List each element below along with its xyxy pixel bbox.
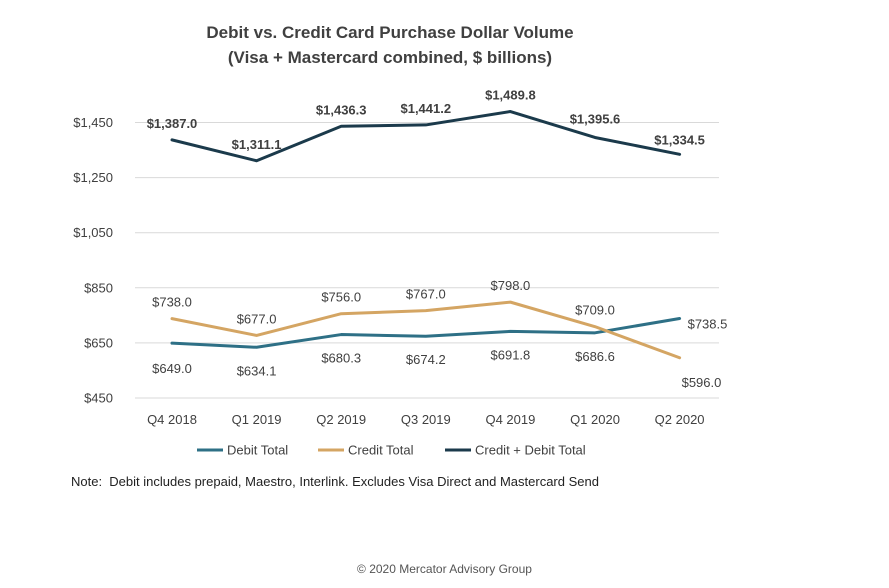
x-tick-label: Q4 2019	[485, 412, 535, 427]
x-tick-label: Q1 2020	[570, 412, 620, 427]
x-tick-label: Q2 2020	[655, 412, 705, 427]
x-tick-label: Q2 2019	[316, 412, 366, 427]
data-label: $1,436.3	[316, 102, 367, 117]
series-lines	[170, 110, 682, 360]
x-tick-label: Q1 2019	[232, 412, 282, 427]
series-line-debit-total	[170, 317, 682, 349]
x-tick-label: Q4 2018	[147, 412, 197, 427]
y-tick-label: $1,450	[73, 115, 113, 130]
data-label: $798.0	[491, 278, 531, 293]
data-label: $677.0	[237, 311, 277, 326]
data-label: $1,387.0	[147, 116, 198, 131]
line-chart: Debit vs. Credit Card Purchase Dollar Vo…	[73, 23, 728, 458]
data-label: $1,489.8	[485, 88, 536, 103]
data-label: $756.0	[321, 290, 361, 305]
data-label: $767.0	[406, 287, 446, 302]
data-label: $1,441.2	[400, 101, 451, 116]
x-axis-ticks: Q4 2018 Q1 2019 Q2 2019 Q3 2019 Q4 2019 Q1 20…	[147, 412, 704, 427]
data-label: $634.1	[237, 363, 277, 378]
data-labels: $649.0 $634.1 $680.3 $674.2 $691.8 $686.6 $738…	[147, 88, 728, 390]
data-label: $649.0	[152, 361, 192, 376]
y-tick-label: $650	[84, 335, 113, 350]
data-label: $686.6	[575, 349, 615, 364]
x-tick-label: Q3 2019	[401, 412, 451, 427]
data-label: $1,334.5	[654, 132, 705, 147]
data-label: $691.8	[491, 347, 531, 362]
data-label: $674.2	[406, 352, 446, 367]
y-tick-label: $850	[84, 280, 113, 295]
gridlines	[135, 122, 719, 399]
y-tick-label: $1,050	[73, 225, 113, 240]
data-label: $596.0	[682, 375, 722, 390]
legend-label: Credit Total	[348, 443, 414, 458]
y-tick-label: $1,250	[73, 170, 113, 185]
series-line-credit-total	[170, 300, 682, 360]
data-label: $738.5	[688, 317, 728, 332]
chart-title: Debit vs. Credit Card Purchase Dollar Vo…	[206, 23, 573, 42]
series-line-credit-debit-total	[170, 110, 682, 163]
data-label: $709.0	[575, 303, 615, 318]
data-label: $1,395.6	[570, 111, 621, 126]
y-tick-label: $450	[84, 391, 113, 406]
legend-label: Credit + Debit Total	[475, 443, 586, 458]
legend: Debit Total Credit Total Credit + Debit To…	[197, 443, 586, 458]
data-label: $738.0	[152, 295, 192, 310]
chart-subtitle: (Visa + Mastercard combined, $ billions)	[228, 48, 552, 67]
copyright-text: © 2020 Mercator Advisory Group	[357, 562, 532, 576]
chart-note: Note: Debit includes prepaid, Maestro, I…	[71, 474, 599, 489]
data-label: $680.3	[321, 351, 361, 366]
y-axis-ticks: $450 $650 $850 $1,050 $1,250 $1,450	[73, 115, 113, 406]
legend-label: Debit Total	[227, 443, 288, 458]
data-label: $1,311.1	[232, 137, 282, 152]
